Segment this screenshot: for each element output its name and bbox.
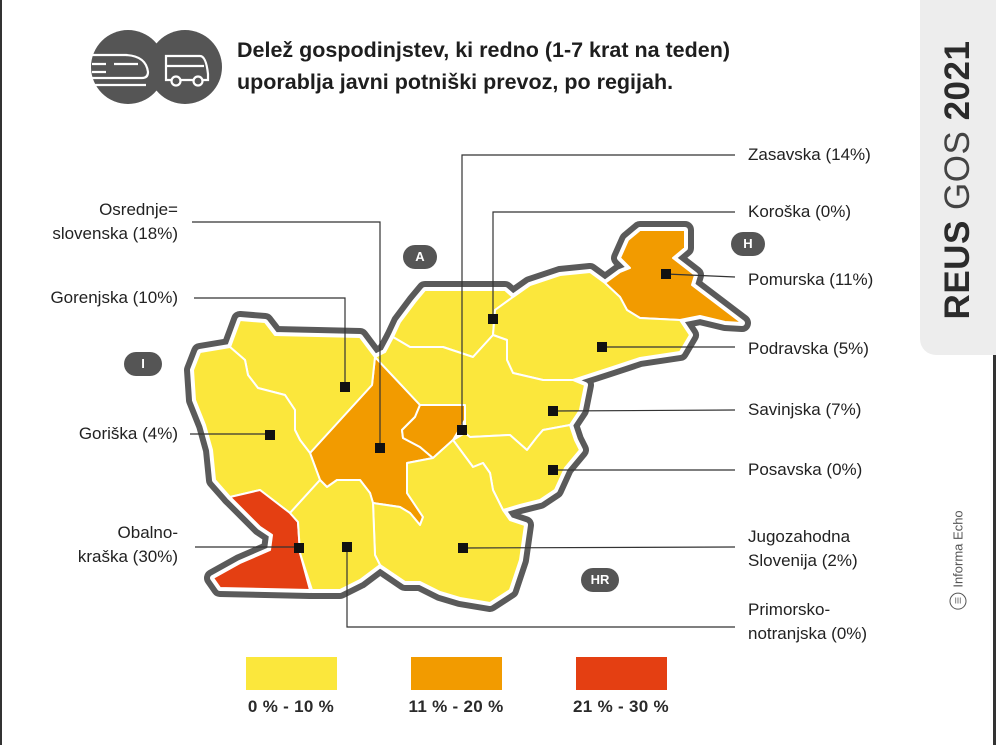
neighbour-badge-croatia: HR <box>581 568 619 592</box>
legend-swatch-mid <box>411 657 502 690</box>
legend-label-low: 0 % - 10 % <box>247 697 335 716</box>
label-obalno-kraska: Obalno- kraška (30%) <box>78 521 178 569</box>
label-line: Osrednje= <box>99 200 178 219</box>
label-posavska: Posavska (0%) <box>748 460 863 479</box>
neighbour-badge-austria: A <box>403 245 437 269</box>
label-line: Primorsko- <box>748 600 831 619</box>
neighbour-badge-italy: I <box>124 352 162 376</box>
leader-lines <box>190 154 736 628</box>
title-line-1: Delež gospodinjstev, ki redno (1-7 krat … <box>237 38 731 62</box>
marker-gorenjska <box>340 382 350 392</box>
marker-zasavska <box>457 425 467 435</box>
region-primorsko-notranjska <box>289 479 381 591</box>
marker-posavska <box>548 465 558 475</box>
legend-label-mid: 11 % - 20 % <box>408 697 504 716</box>
label-line: kraška (30%) <box>77 547 178 566</box>
brand-panel <box>920 0 996 355</box>
legend-swatch-high <box>576 657 667 690</box>
label-osrednjeslovenska: Osrednje= slovenska (18%) <box>52 198 178 246</box>
train-icon <box>92 53 150 87</box>
leader-gorenjska <box>194 297 346 387</box>
marker-pomurska <box>661 269 671 279</box>
marker-osrednjeslovenska <box>375 443 385 453</box>
label-line: Jugozahodna <box>748 527 851 546</box>
label-gorenjska: Gorenjska (10%) <box>50 288 178 307</box>
label-koroska: Koroška (0%) <box>748 202 851 221</box>
label-jugozahodna-slovenija: Jugozahodna Slovenija (2%) <box>748 525 858 573</box>
transport-icons <box>88 28 228 113</box>
label-zasavska: Zasavska (14%) <box>748 145 871 164</box>
leader-koroska <box>492 211 735 319</box>
frame-left-border <box>0 0 2 745</box>
bus-icon <box>164 54 210 87</box>
marker-primorsko-notranjska <box>342 542 352 552</box>
marker-savinjska <box>548 406 558 416</box>
label-line: notranjska (0%) <box>748 624 868 643</box>
marker-jugozahodna-slovenija <box>458 543 468 553</box>
marker-goriska <box>265 430 275 440</box>
leader-zasavska <box>461 154 735 430</box>
leader-primorsko-notranjska <box>346 547 735 628</box>
leader-pomurska <box>665 273 736 278</box>
label-pomurska: Pomurska (11%) <box>748 270 874 289</box>
leader-savinjska <box>552 409 736 412</box>
legend-label-high: 21 % - 30 % <box>573 697 669 716</box>
label-podravska: Podravska (5%) <box>748 339 869 358</box>
region-jugozahodna-slovenija <box>372 439 526 604</box>
label-line: slovenska (18%) <box>52 224 178 243</box>
leader-jugozahodna <box>462 546 736 549</box>
title-line-2: uporablja javni potniški prevoz, po regi… <box>237 70 674 94</box>
label-line: Slovenija (2%) <box>748 551 858 570</box>
legend-swatch-low <box>246 657 337 690</box>
regions <box>192 229 743 604</box>
label-line: Obalno- <box>117 523 178 542</box>
frame-right-border <box>993 0 996 745</box>
label-primorsko-notranjska: Primorsko- notranjska (0%) <box>748 598 867 646</box>
marker-podravska <box>597 342 607 352</box>
leader-osrednjeslovenska <box>192 221 381 448</box>
neighbour-badge-hungary: H <box>731 232 765 256</box>
region-goriska <box>192 346 321 514</box>
region-markers <box>265 269 671 553</box>
marker-koroska <box>488 314 498 324</box>
region-pomurska <box>604 229 743 324</box>
page-title: Delež gospodinjstev, ki redno (1-7 krat … <box>237 34 730 98</box>
marker-obalno-kraska <box>294 543 304 553</box>
label-goriska: Goriška (4%) <box>78 424 178 443</box>
label-savinjska: Savinjska (7%) <box>748 400 862 419</box>
